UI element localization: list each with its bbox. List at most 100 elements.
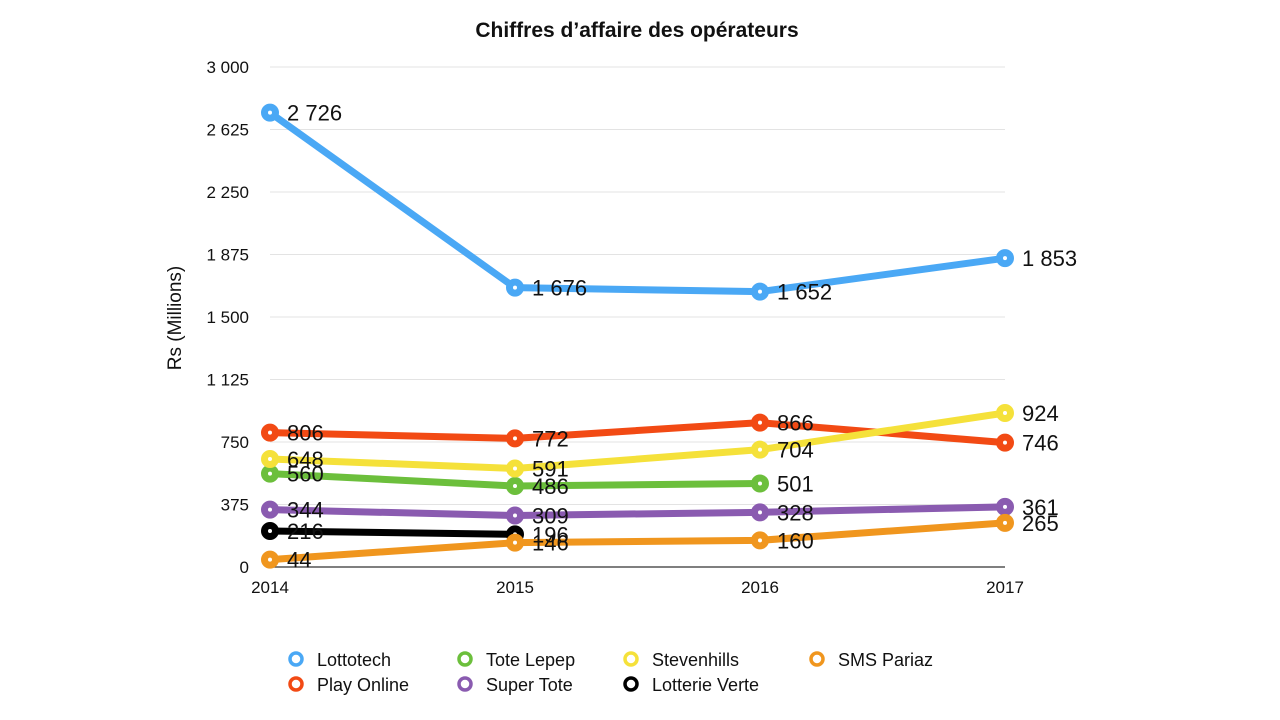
data-label-stevenhills: 924 — [1022, 401, 1059, 426]
data-point-center — [268, 507, 272, 512]
data-point-center — [268, 529, 272, 533]
data-label-lotterie-verte: 216 — [287, 519, 324, 544]
data-label-tote-lepep: 501 — [777, 472, 814, 497]
y-tick-label: 1 125 — [206, 371, 249, 390]
y-tick-label: 1 500 — [206, 308, 249, 327]
legend-item-super-tote: Super Tote — [457, 675, 573, 695]
data-point-center — [758, 481, 762, 486]
grid — [270, 66, 1005, 505]
data-label-tote-lepep: 560 — [287, 462, 324, 487]
data-point-center — [1003, 520, 1007, 525]
series-lottotech — [261, 103, 1014, 301]
legend-marker — [623, 676, 639, 692]
legend-item-tote-lepep: Tote Lepep — [457, 650, 575, 670]
series-tote-lepep — [261, 464, 769, 495]
series — [261, 103, 1014, 569]
data-point-center — [513, 285, 517, 290]
legend-marker — [457, 676, 473, 692]
data-point-center — [268, 471, 272, 476]
data-label-play-online: 806 — [287, 421, 324, 446]
legend-label: Super Tote — [486, 675, 573, 695]
series-line-lottotech — [266, 109, 1009, 296]
series-line-super-tote — [266, 503, 1009, 519]
data-label-super-tote: 361 — [1022, 495, 1059, 520]
legend-label: Lotterie Verte — [652, 675, 759, 695]
series-line-lotterie-verte — [266, 527, 519, 538]
legend-item-stevenhills: Stevenhills — [623, 650, 739, 670]
series-stevenhills — [261, 404, 1014, 478]
data-point-center — [513, 540, 517, 545]
y-axis-label: Rs (Millions) — [165, 266, 186, 371]
data-label-super-tote: 309 — [532, 504, 569, 529]
data-label-sms-pariaz: 146 — [532, 531, 569, 556]
data-label-play-online: 866 — [777, 411, 814, 436]
data-point-center — [268, 457, 272, 461]
data-point-center — [758, 447, 762, 452]
data-label-lottotech: 1 853 — [1022, 246, 1077, 271]
y-tick-label: 750 — [221, 433, 249, 452]
x-tick-label: 2016 — [741, 578, 779, 597]
data-point-center — [758, 289, 762, 294]
axes: 0 375 750 1 125 1 500 1 875 2 250 2 625 3 000 201… — [206, 58, 1023, 597]
legend-marker — [288, 651, 304, 667]
data-label-sms-pariaz: 160 — [777, 528, 814, 553]
data-label-sms-pariaz: 265 — [1022, 511, 1059, 536]
series-line-stevenhills — [266, 409, 1009, 472]
data-point-center — [513, 466, 517, 471]
y-tick-label: 375 — [221, 496, 249, 515]
legend-marker — [809, 651, 825, 667]
data-point-center — [758, 538, 762, 543]
data-point-center — [1003, 504, 1007, 509]
series-line-sms-pariaz — [266, 519, 1009, 564]
y-tick-label: 1 875 — [206, 246, 249, 265]
legend-item-play-online: Play Online — [288, 675, 409, 695]
legend-label: SMS Pariaz — [838, 650, 933, 670]
data-point-center — [268, 110, 272, 115]
data-label-play-online: 746 — [1022, 431, 1059, 456]
y-tick-label: 2 250 — [206, 183, 249, 202]
y-tick-label: 3 000 — [206, 58, 249, 77]
data-label-lottotech: 1 652 — [777, 280, 832, 305]
data-label-play-online: 772 — [532, 426, 569, 451]
data-label-stevenhills: 591 — [532, 457, 569, 482]
data-point-center — [268, 557, 272, 562]
series-sms-pariaz — [261, 513, 1014, 569]
data-point-center — [268, 430, 272, 435]
data-label-stevenhills: 704 — [777, 438, 814, 463]
legend-item-lotterie-verte: Lotterie Verte — [623, 675, 759, 695]
data-point-center — [513, 484, 517, 488]
data-point-center — [1003, 256, 1007, 261]
data-label-lottotech: 1 676 — [532, 276, 587, 301]
legend-label: Lottotech — [317, 650, 391, 670]
data-label-lottotech: 2 726 — [287, 101, 342, 126]
series-super-tote — [261, 497, 1014, 525]
data-point-center — [1003, 440, 1007, 445]
legend-item-lottotech: Lottotech — [288, 650, 391, 670]
legend-marker — [288, 676, 304, 692]
data-labels: 2 726 1 676 1 652 1 853 806 772 866 746 560 486 50… — [287, 101, 1077, 573]
data-label-super-tote: 328 — [777, 500, 814, 525]
legend: Lottotech Play Online Tote Lepep Super Tote… — [288, 650, 933, 695]
data-point-center — [1003, 411, 1007, 415]
x-tick-label: 2017 — [986, 578, 1024, 597]
data-label-sms-pariaz: 44 — [287, 548, 311, 573]
y-tick-label: 0 — [240, 558, 249, 577]
data-label-stevenhills: 648 — [287, 447, 324, 472]
data-point-center — [758, 420, 762, 425]
data-point-center — [758, 510, 762, 515]
legend-label: Tote Lepep — [486, 650, 575, 670]
legend-marker — [623, 651, 639, 667]
x-tick-label: 2014 — [251, 578, 289, 597]
data-label-lotterie-verte: 196 — [532, 522, 569, 547]
y-tick-label: 2 625 — [206, 121, 249, 140]
data-point-center — [513, 436, 517, 441]
legend-label: Play Online — [317, 675, 409, 695]
legend-item-sms-pariaz: SMS Pariaz — [809, 650, 933, 670]
series-play-online — [261, 413, 1014, 452]
legend-label: Stevenhills — [652, 650, 739, 670]
chart-title: Chiffres d’affaire des opérateurs — [475, 19, 798, 42]
data-label-super-tote: 344 — [287, 498, 324, 523]
data-point-center — [513, 513, 517, 518]
